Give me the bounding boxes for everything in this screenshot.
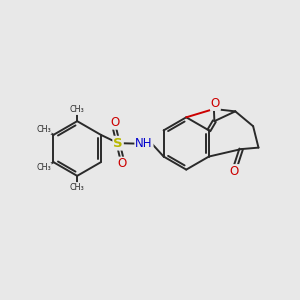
Text: O: O — [117, 158, 126, 170]
Text: CH₃: CH₃ — [36, 163, 51, 172]
Text: CH₃: CH₃ — [36, 125, 51, 134]
Text: O: O — [230, 165, 239, 178]
Text: O: O — [110, 116, 119, 129]
Text: NH: NH — [135, 137, 153, 150]
Text: S: S — [113, 137, 123, 150]
Text: CH₃: CH₃ — [70, 105, 85, 114]
Text: O: O — [211, 97, 220, 110]
Text: CH₃: CH₃ — [70, 183, 85, 192]
